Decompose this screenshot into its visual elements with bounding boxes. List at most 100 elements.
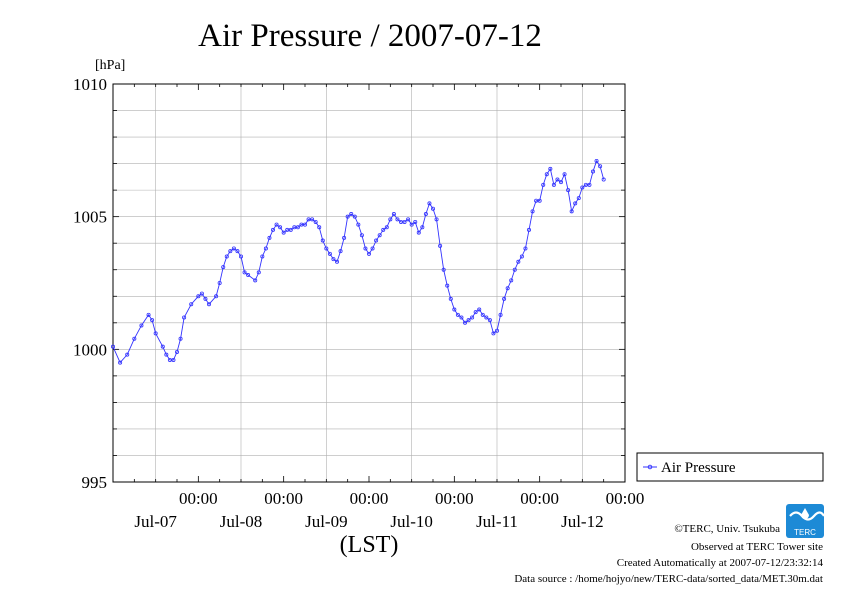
data-point [505,286,510,291]
data-point [573,201,578,206]
x-date-label: Jul-12 [561,512,604,531]
y-tick-label: 1005 [73,208,107,227]
data-point [477,307,482,312]
legend: Air Pressure [636,452,824,482]
data-point [562,172,567,177]
x-time-label: 00:00 [350,489,389,508]
x-time-label: 00:00 [179,489,218,508]
data-point [370,246,375,251]
data-point [516,259,521,264]
data-point [342,235,347,240]
data-point [132,336,137,341]
data-point [569,209,574,214]
data-point [484,315,489,320]
data-point [263,246,268,251]
data-point [541,182,546,187]
data-point [509,278,514,283]
chart-title: Air Pressure / 2007-07-12 [198,18,542,54]
data-point [494,328,499,333]
data-point [238,254,243,259]
data-point [274,222,279,227]
data-point [111,344,116,349]
data-point [438,243,443,248]
x-date-label: Jul-09 [305,512,348,531]
data-point [171,357,176,362]
credit-source: Data source : /home/hojyo/new/TERC-data/… [514,573,823,585]
data-point [178,336,183,341]
data-point [217,280,222,285]
terc-logo: TERC [786,504,825,538]
data-point [519,254,524,259]
x-time-label: 00:00 [264,489,303,508]
data-point [551,182,556,187]
data-point [466,318,471,323]
data-point [288,227,293,232]
x-date-label: Jul-10 [390,512,433,531]
data-point [473,310,478,315]
data-point [331,257,336,262]
data-point [462,320,467,325]
data-point [256,270,261,275]
data-point [448,296,453,301]
data-point [377,233,382,238]
data-point [214,294,219,299]
data-point [434,217,439,222]
data-point [231,246,236,251]
data-point [182,315,187,320]
data-point [388,217,393,222]
logo-drop-icon [801,508,809,519]
data-point [587,182,592,187]
data-point [334,259,339,264]
data-point [160,344,165,349]
data-point [118,360,123,365]
data-point [228,249,233,254]
logo-text: TERC [794,528,816,537]
data-point [313,219,318,224]
data-point [224,254,229,259]
data-point [594,158,599,163]
x-date-label: Jul-08 [220,512,263,531]
data-point [470,315,475,320]
data-point [591,169,596,174]
data-point [430,206,435,211]
data-point [189,302,194,307]
y-tick-label: 995 [82,473,108,492]
data-point [523,246,528,251]
data-point [366,251,371,256]
x-time-label: 00:00 [606,489,645,508]
data-point [260,254,265,259]
data-point [580,185,585,190]
data-point [548,166,553,171]
grid [113,84,625,482]
data-point [320,238,325,243]
data-point [512,267,517,272]
data-point [352,214,357,219]
x-axis-label: (LST) [340,532,399,558]
data-point [452,307,457,312]
data-point [498,312,503,317]
data-point [278,225,283,230]
data-point [356,222,361,227]
y-axis-unit: [hPa] [95,58,125,73]
data-point [423,212,428,217]
data-point [203,296,208,301]
data-point [146,312,151,317]
x-time-label: 00:00 [435,489,474,508]
y-tick-label: 1000 [73,340,107,359]
data-point [267,235,272,240]
data-point [559,180,564,185]
data-point [459,315,464,320]
data-point [384,225,389,230]
data-point [530,209,535,214]
data-point [395,217,400,222]
data-point [246,273,251,278]
x-time-label: 00:00 [520,489,559,508]
data-point [381,227,386,232]
data-point [576,196,581,201]
data-point [349,212,354,217]
data-point [502,296,507,301]
data-point [391,212,396,217]
data-point [527,227,532,232]
plot-frame [112,83,626,483]
data-point [544,172,549,177]
